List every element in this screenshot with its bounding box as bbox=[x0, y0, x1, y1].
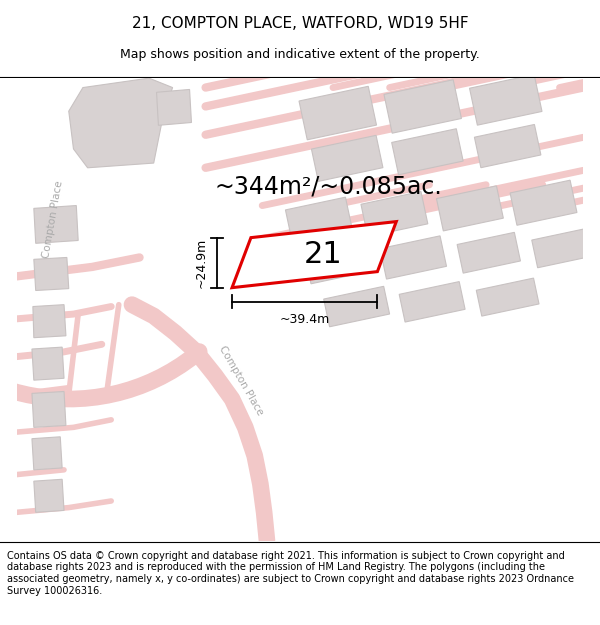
Polygon shape bbox=[34, 206, 78, 243]
Polygon shape bbox=[457, 232, 520, 273]
Polygon shape bbox=[32, 391, 66, 428]
Polygon shape bbox=[69, 78, 173, 168]
Text: Map shows position and indicative extent of the property.: Map shows position and indicative extent… bbox=[120, 48, 480, 61]
Polygon shape bbox=[532, 228, 593, 268]
Polygon shape bbox=[470, 74, 542, 125]
Polygon shape bbox=[475, 124, 541, 168]
Text: ~39.4m: ~39.4m bbox=[280, 313, 330, 326]
Polygon shape bbox=[384, 80, 461, 133]
Polygon shape bbox=[323, 286, 389, 327]
Polygon shape bbox=[436, 186, 503, 231]
Polygon shape bbox=[286, 197, 352, 242]
Polygon shape bbox=[232, 222, 396, 288]
Polygon shape bbox=[392, 129, 463, 175]
Text: ~344m²/~0.085ac.: ~344m²/~0.085ac. bbox=[214, 174, 442, 199]
Text: 21, COMPTON PLACE, WATFORD, WD19 5HF: 21, COMPTON PLACE, WATFORD, WD19 5HF bbox=[131, 16, 469, 31]
Text: Contains OS data © Crown copyright and database right 2021. This information is : Contains OS data © Crown copyright and d… bbox=[7, 551, 574, 596]
Text: Compton Place: Compton Place bbox=[41, 180, 64, 259]
Polygon shape bbox=[305, 241, 371, 284]
Polygon shape bbox=[311, 136, 383, 181]
Text: Compton Place: Compton Place bbox=[217, 344, 265, 417]
Polygon shape bbox=[299, 86, 376, 140]
Polygon shape bbox=[32, 347, 64, 380]
Polygon shape bbox=[33, 304, 66, 338]
Polygon shape bbox=[476, 278, 539, 316]
Polygon shape bbox=[157, 89, 191, 126]
Polygon shape bbox=[361, 191, 428, 237]
Polygon shape bbox=[34, 479, 64, 512]
Text: 21: 21 bbox=[304, 240, 343, 269]
Polygon shape bbox=[32, 437, 62, 470]
Polygon shape bbox=[399, 282, 465, 322]
Polygon shape bbox=[510, 180, 577, 225]
Text: ~24.9m: ~24.9m bbox=[194, 238, 208, 288]
Polygon shape bbox=[34, 258, 69, 291]
Polygon shape bbox=[380, 236, 446, 279]
